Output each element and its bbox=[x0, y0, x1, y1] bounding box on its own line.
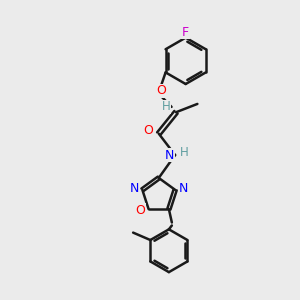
Text: F: F bbox=[182, 26, 189, 39]
Text: N: N bbox=[165, 148, 174, 162]
Text: N: N bbox=[129, 182, 139, 195]
Text: N: N bbox=[179, 182, 188, 195]
Text: H: H bbox=[162, 100, 171, 113]
Text: O: O bbox=[135, 204, 145, 217]
Text: O: O bbox=[156, 84, 166, 98]
Text: O: O bbox=[143, 124, 153, 136]
Text: H: H bbox=[180, 146, 189, 159]
